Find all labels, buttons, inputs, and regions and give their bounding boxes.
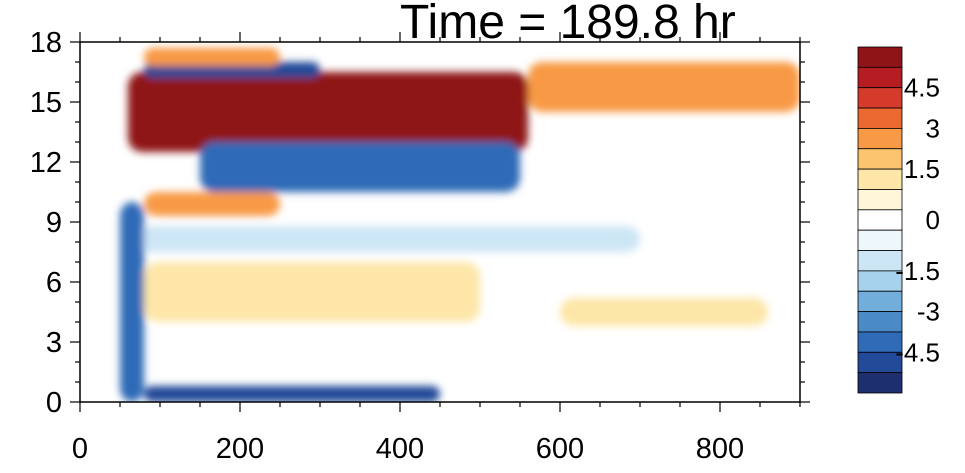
x-tick-label: 0 [72, 433, 88, 465]
colorbar-tick-label: 1.5 [904, 154, 940, 184]
colorbar-swatch [857, 311, 903, 333]
colorbar-tick-label: 3 [926, 113, 940, 143]
colorbar-swatch [857, 372, 903, 394]
y-tick-label: 15 [30, 87, 62, 119]
contour-region [128, 72, 528, 152]
colorbar-swatch [857, 168, 903, 190]
colorbar-tick-label: 0 [926, 205, 940, 235]
y-tick-label: 18 [30, 27, 62, 59]
colorbar-swatch [857, 107, 903, 129]
y-axis: 0 3 6 9 12 15 18 [30, 27, 810, 419]
colorbar-tick-label: -3 [917, 297, 940, 327]
y-tick-label: 3 [46, 327, 62, 359]
y-tick-label: 6 [46, 267, 62, 299]
colorbar-swatch [857, 128, 903, 150]
contour-region [144, 48, 280, 66]
y-tick-label: 0 [46, 387, 62, 419]
contour-region [144, 192, 280, 216]
x-tick-label: 200 [216, 433, 264, 465]
colorbar-tick-label: -1.5 [895, 256, 940, 286]
contour-region [144, 262, 480, 322]
contour-region [120, 226, 640, 252]
x-tick-label: 800 [696, 433, 744, 465]
colorbar-swatch [857, 229, 903, 251]
colorbar-tick-label: -4.5 [895, 337, 940, 367]
colorbar-swatch [857, 209, 903, 231]
colorbar-swatch [857, 290, 903, 312]
colorbar-swatch [857, 46, 903, 68]
y-tick-label: 9 [46, 207, 62, 239]
contour-region [560, 298, 768, 326]
x-axis: 0 200 400 600 800 [72, 32, 801, 465]
contour-region [120, 202, 144, 402]
x-tick-label: 400 [376, 433, 424, 465]
colorbar: 4.5 3 1.5 0 -1.5 -3 -4.5 [857, 46, 940, 394]
contour-region [144, 386, 440, 402]
colorbar-swatch [857, 148, 903, 170]
y-tick-label: 12 [30, 147, 62, 179]
colorbar-swatch [857, 87, 903, 109]
contour-field [120, 48, 800, 402]
colorbar-swatch [857, 66, 903, 89]
colorbar-tick-label: 4.5 [904, 73, 940, 103]
x-tick-label: 600 [536, 433, 584, 465]
colorbar-swatch [857, 189, 903, 211]
contour-region [200, 142, 520, 192]
contour-region [528, 62, 800, 112]
